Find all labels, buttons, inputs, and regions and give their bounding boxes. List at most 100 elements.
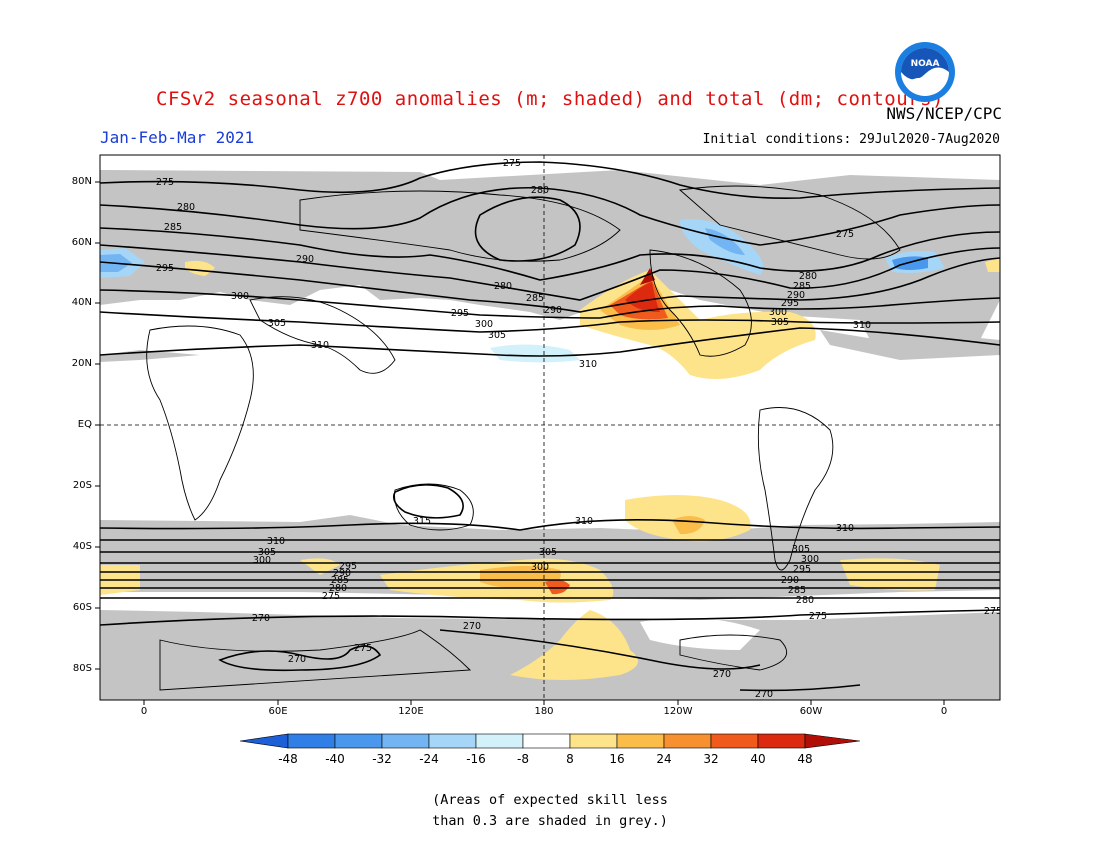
contour-label: 310 [579, 359, 597, 370]
lat-label: 60N [71, 237, 92, 248]
colorbar [239, 733, 861, 749]
lat-label: 20N [71, 358, 92, 369]
contour-label: 300 [475, 319, 493, 330]
contour-label: 275 [156, 177, 174, 188]
svg-text:NOAA: NOAA [911, 59, 940, 69]
contour-label: 290 [787, 290, 805, 301]
contour-label: 270 [252, 613, 270, 624]
colorbar-tick: 48 [797, 752, 813, 766]
lon-label: 180 [534, 706, 554, 717]
contour-label: 285 [793, 281, 811, 292]
lon-label: 0 [940, 706, 948, 717]
contour-label: 275 [984, 606, 1002, 617]
contour-label: 275 [322, 591, 340, 602]
footnote: (Areas of expected skill less than 0.3 a… [0, 790, 1100, 832]
contour-label: 295 [339, 561, 357, 572]
contour-label: 290 [333, 568, 351, 579]
colorbar-tick: 16 [609, 752, 625, 766]
contour-label: 310 [853, 320, 871, 331]
colorbar-segment [522, 733, 571, 749]
contour-label: 285 [788, 585, 806, 596]
contour-label: 290 [296, 254, 314, 265]
colorbar-segment [616, 733, 665, 749]
contour-label: 305 [771, 317, 789, 328]
lat-label: EQ [77, 419, 92, 430]
contour-label: 285 [331, 575, 349, 586]
contour-label: 315 [413, 516, 431, 527]
contour-label: 305 [488, 330, 506, 341]
contour-label: 290 [544, 305, 562, 316]
contour-label: 285 [526, 293, 544, 304]
agency-label: NWS/NCEP/CPC [886, 104, 1002, 123]
contour-label: 305 [792, 544, 810, 555]
positive-anomaly-shading [100, 258, 1000, 680]
contour-label: 280 [494, 281, 512, 292]
contour-label: 275 [809, 611, 827, 622]
colorbar-tick: 40 [750, 752, 766, 766]
contour-label: 280 [329, 583, 347, 594]
contour-label: 310 [836, 523, 854, 534]
lat-label: 40S [72, 541, 92, 552]
initial-conditions: Initial conditions: 29Jul2020-7Aug2020 [702, 132, 1000, 147]
contour-label: 305 [539, 547, 557, 558]
contour-label: 300 [531, 562, 549, 573]
colorbar-tick: -32 [372, 752, 392, 766]
colorbar-tick: 8 [566, 752, 574, 766]
contour-label: 290 [781, 575, 799, 586]
axis-ticks [95, 181, 945, 705]
contour-label: 300 [801, 554, 819, 565]
contour-label: 295 [781, 298, 799, 309]
colorbar-tick: -24 [419, 752, 439, 766]
lat-label: 40N [71, 297, 92, 308]
contour-label: 310 [575, 516, 593, 527]
colorbar-segment [381, 733, 430, 749]
contour-label: 300 [253, 555, 271, 566]
contour-label: 270 [288, 654, 306, 665]
contour-label: 280 [799, 271, 817, 282]
lon-label: 60W [799, 706, 823, 717]
colorbar-segment [663, 733, 712, 749]
contour-label: 280 [796, 595, 814, 606]
colorbar-segment [804, 733, 861, 749]
coastlines [146, 185, 901, 691]
colorbar-segment [239, 733, 289, 749]
contour-label: 295 [156, 263, 174, 274]
contour-label: 280 [177, 202, 195, 213]
contour-labels: 275 275 280 280 275 285 290 295 280 285 … [156, 158, 1002, 700]
map-frame [99, 154, 1001, 701]
contour-label: 270 [755, 689, 773, 700]
lon-label: 60E [268, 706, 288, 717]
contour-label: 300 [231, 291, 249, 302]
lat-label: 80N [71, 176, 92, 187]
contour-label: 280 [531, 185, 549, 196]
lon-label: 0 [140, 706, 148, 717]
lat-label: 60S [72, 602, 92, 613]
footnote-line: than 0.3 are shaded in grey.) [432, 813, 668, 829]
contour-label: 300 [769, 307, 787, 318]
map-title: CFSv2 seasonal z700 anomalies (m; shaded… [156, 88, 944, 110]
footnote-line: (Areas of expected skill less [432, 792, 668, 808]
contour-label: 275 [354, 643, 372, 654]
contour-label: 270 [463, 621, 481, 632]
lat-label: 20S [72, 480, 92, 491]
contour-label: 310 [267, 536, 285, 547]
colorbar-tick: 24 [656, 752, 672, 766]
height-contours [100, 161, 1000, 692]
contour-label: 275 [836, 229, 854, 240]
contour-label: 285 [164, 222, 182, 233]
lat-label: 80S [72, 663, 92, 674]
colorbar-segment [757, 733, 806, 749]
contour-label: 275 [503, 158, 521, 169]
colorbar-tick: 32 [703, 752, 719, 766]
contour-label: 295 [451, 308, 469, 319]
colorbar-segment [569, 733, 618, 749]
colorbar-segment [287, 733, 336, 749]
colorbar-tick: -48 [278, 752, 298, 766]
colorbar-segment [334, 733, 383, 749]
lon-label: 120E [398, 706, 424, 717]
colorbar-segment [428, 733, 477, 749]
contour-label: 305 [258, 547, 276, 558]
contour-label: 270 [713, 669, 731, 680]
noaa-logo: NOAA [895, 42, 955, 102]
